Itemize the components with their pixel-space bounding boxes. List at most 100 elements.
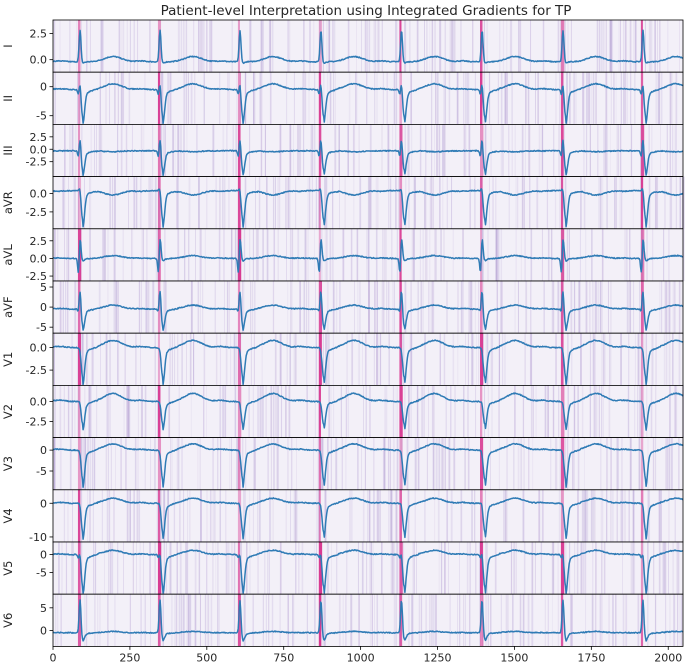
attribution-stripe [460, 20, 462, 73]
attribution-stripe [523, 594, 525, 647]
attribution-stripe [109, 385, 111, 438]
attribution-stripe [106, 489, 108, 542]
attribution-stripe [429, 228, 431, 281]
attribution-stripe [291, 228, 293, 281]
attribution-stripe [82, 437, 85, 490]
attribution-stripe [395, 594, 397, 647]
attribution-stripe [140, 385, 143, 438]
attribution-stripe [262, 20, 264, 73]
attribution-stripe [363, 385, 364, 438]
attribution-stripe [460, 281, 463, 334]
attribution-stripe [279, 176, 281, 229]
qrs-attribution-band [480, 385, 483, 438]
attribution-stripe [381, 281, 383, 334]
attribution-stripe [571, 333, 573, 386]
attribution-stripe [678, 333, 681, 386]
attribution-stripe [218, 594, 220, 647]
attribution-stripe [519, 20, 522, 73]
attribution-stripe [173, 489, 176, 542]
attribution-stripe [273, 437, 275, 490]
attribution-stripe [651, 333, 653, 386]
attribution-stripe [532, 437, 534, 490]
attribution-stripe [253, 437, 255, 490]
attribution-stripe [262, 385, 264, 438]
attribution-stripe [200, 489, 202, 542]
attribution-stripe [527, 594, 530, 647]
attribution-stripe [601, 333, 603, 386]
attribution-stripe [457, 333, 459, 386]
attribution-stripe [530, 228, 532, 281]
attribution-stripe [82, 333, 84, 386]
qrs-attribution-band [77, 489, 81, 542]
attribution-stripe [164, 489, 166, 542]
attribution-stripe [76, 281, 78, 334]
attribution-stripe [197, 437, 199, 490]
attribution-stripe [109, 489, 111, 542]
attribution-stripe [498, 385, 500, 438]
qrs-attribution-band [318, 176, 321, 229]
attribution-stripe [196, 124, 198, 177]
attribution-stripe [320, 228, 323, 281]
attribution-stripe [624, 20, 627, 73]
attribution-stripe [392, 542, 393, 595]
attribution-stripe [584, 489, 587, 542]
attribution-stripe [384, 385, 386, 438]
attribution-stripe [395, 385, 397, 438]
attribution-stripe [375, 176, 377, 229]
attribution-stripe [152, 176, 154, 229]
attribution-stripe [118, 20, 121, 73]
attribution-stripe [431, 594, 433, 647]
attribution-stripe [515, 176, 517, 229]
attribution-stripe [503, 489, 505, 542]
attribution-stripe [59, 20, 61, 73]
attribution-stripe [531, 542, 534, 595]
y-tick-label: -10 [29, 531, 47, 544]
attribution-stripe [63, 385, 65, 438]
attribution-stripe [313, 437, 314, 490]
attribution-stripe [198, 542, 201, 595]
attribution-stripe [530, 281, 532, 334]
attribution-stripe [355, 72, 357, 125]
attribution-stripe [416, 385, 418, 438]
attribution-stripe [574, 542, 576, 595]
lead-panel-ii: 0-5II [1, 71, 684, 125]
lead-label-v4: V4 [1, 508, 15, 523]
attribution-stripe [582, 542, 585, 595]
attribution-stripe [269, 20, 272, 73]
attribution-stripe [532, 385, 534, 438]
attribution-stripe [224, 176, 226, 229]
attribution-stripe [654, 594, 657, 647]
attribution-stripe [133, 176, 135, 229]
attribution-stripe [219, 489, 221, 542]
attribution-stripe [90, 124, 92, 177]
attribution-stripe [528, 437, 530, 490]
attribution-stripe [318, 176, 320, 229]
attribution-stripe [361, 437, 363, 490]
attribution-stripe [323, 594, 325, 647]
attribution-stripe [629, 20, 632, 73]
attribution-stripe [367, 489, 369, 542]
attribution-stripe [578, 281, 581, 334]
attribution-stripe [388, 489, 390, 542]
panel-background [53, 20, 683, 73]
attribution-stripe [625, 20, 627, 73]
attribution-stripe [335, 437, 338, 490]
attribution-stripe [88, 385, 90, 438]
attribution-stripe [428, 385, 429, 438]
attribution-stripe [234, 228, 236, 281]
attribution-stripe [85, 20, 88, 73]
attribution-stripe [324, 489, 327, 542]
attribution-stripe [233, 542, 236, 595]
attribution-stripe [431, 385, 434, 438]
attribution-stripe [584, 489, 586, 542]
attribution-stripe [171, 333, 173, 386]
attribution-stripe [487, 594, 489, 647]
attribution-stripe [531, 228, 533, 281]
lead-label-iii: III [1, 145, 15, 155]
attribution-stripe [314, 72, 316, 125]
attribution-stripe [415, 437, 417, 490]
attribution-stripe [513, 437, 515, 490]
attribution-stripe [316, 333, 317, 386]
attribution-stripe [432, 281, 435, 334]
attribution-stripe [153, 281, 155, 334]
